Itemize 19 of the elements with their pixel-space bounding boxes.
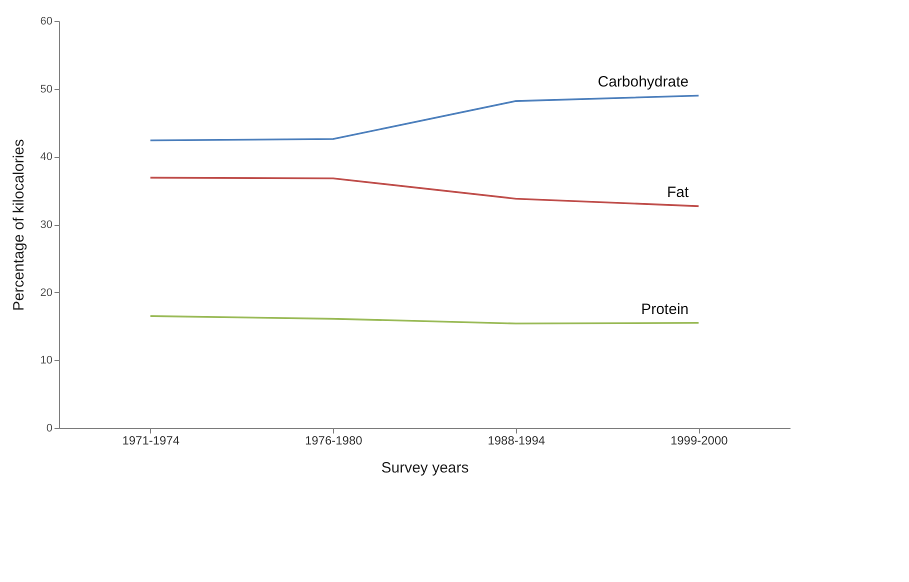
- y-tick-label: 60: [40, 16, 52, 28]
- y-tick-label: 50: [40, 83, 52, 96]
- x-tick-label: 1971-1974: [122, 434, 180, 448]
- y-tick-label: 40: [40, 151, 52, 164]
- x-tick-label: 1988-1994: [488, 434, 546, 448]
- series-label: Carbohydrate: [598, 74, 689, 91]
- line-series: [149, 315, 700, 324]
- y-tick-label: 0: [46, 422, 52, 434]
- x-tick-label: 1976-1980: [304, 434, 363, 448]
- series-label: Fat: [666, 184, 690, 202]
- y-tick-label: 30: [40, 219, 52, 231]
- x-axis-title: Survey years: [381, 460, 469, 476]
- line-series: [149, 176, 700, 208]
- x-tick-label: 1999-2000: [670, 434, 728, 448]
- y-tick-label: 10: [40, 354, 52, 367]
- line-series: [149, 94, 700, 142]
- y-tick-label: 20: [40, 286, 52, 299]
- series-label: Protein: [641, 300, 689, 318]
- y-axis-title: Percentage of kilocalories: [10, 139, 28, 311]
